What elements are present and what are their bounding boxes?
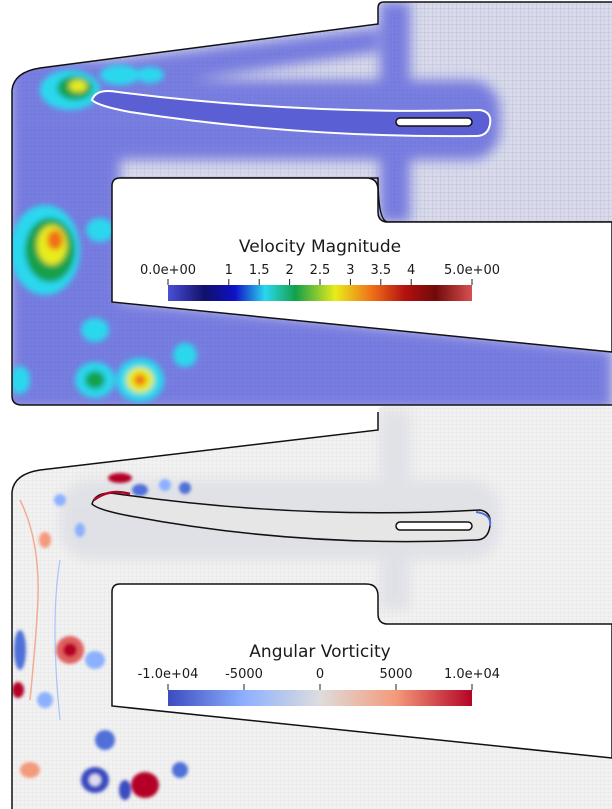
velocity-panel: Velocity Magnitude 0.0e+00 1 1.5 2 2.5 3 3.5 4 5… — [11, 1, 612, 406]
velocity-tick-label: 1 — [225, 263, 233, 278]
velocity-tick-label: 2.5 — [310, 263, 331, 278]
velocity-tick-label: 3 — [346, 263, 354, 278]
vorticity-panel: Angular Vorticity -1.0e+04 -5000 0 5000 1.0e… — [11, 406, 612, 809]
vorticity-tick-label: 5000 — [379, 667, 412, 682]
vorticity-tick-label: -1.0e+04 — [138, 667, 199, 682]
velocity-tick-label: 5.0e+00 — [444, 263, 500, 278]
vorticity-colorbar: Angular Vorticity -1.0e+04 -5000 0 5000 1.0e… — [138, 642, 500, 706]
airfoil-blade — [90, 90, 492, 138]
solid-body — [111, 177, 612, 353]
vorticity-colorbar-gradient — [168, 690, 472, 706]
blade-slot-2 — [395, 521, 473, 531]
solid-body-2 — [111, 583, 612, 759]
vorticity-tick-label: 0 — [316, 667, 324, 682]
velocity-tick-label: 4 — [407, 263, 415, 278]
vorticity-tick-label: -5000 — [225, 667, 263, 682]
velocity-tick-label: 2 — [285, 263, 293, 278]
velocity-colorbar-gradient — [168, 285, 472, 301]
velocity-tick-label: 0.0e+00 — [140, 263, 196, 278]
velocity-tick-label: 3.5 — [370, 263, 391, 278]
velocity-tick-label: 1.5 — [249, 263, 270, 278]
vorticity-tick-label: 1.0e+04 — [444, 667, 500, 682]
blade-slot — [395, 117, 473, 127]
velocity-colorbar-title: Velocity Magnitude — [239, 237, 401, 257]
vorticity-colorbar-title: Angular Vorticity — [249, 642, 390, 662]
velocity-colorbar: Velocity Magnitude 0.0e+00 1 1.5 2 2.5 3 3.5 4 5… — [140, 237, 500, 301]
